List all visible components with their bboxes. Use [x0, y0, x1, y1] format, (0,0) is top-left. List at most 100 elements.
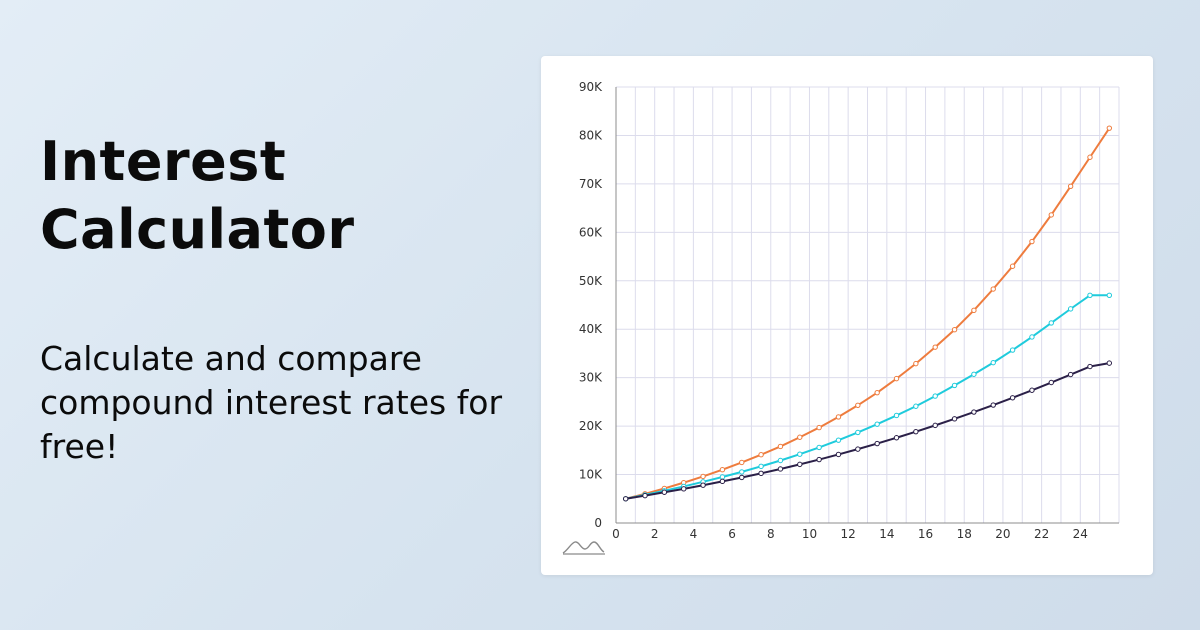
series-3-point: [990, 402, 996, 408]
hero-subtitle: Calculate and compare compound interest …: [40, 339, 503, 466]
series-1-point: [951, 327, 958, 333]
series-1-point: [777, 443, 784, 450]
series-1-point: [758, 451, 764, 458]
series-3-point: [758, 470, 764, 477]
series-2-point: [990, 359, 996, 366]
series-2-point: [758, 463, 764, 470]
series-3-point: [971, 409, 977, 415]
series-3-point: [739, 474, 745, 481]
series-2-point: [739, 469, 745, 475]
series-2-point: [797, 451, 803, 457]
series-1-point: [719, 467, 726, 473]
series-3-point: [797, 461, 803, 468]
series-3-point: [855, 446, 861, 452]
series-1-point: [1087, 154, 1093, 160]
series-3-point: [874, 440, 880, 447]
series-1-point: [971, 307, 977, 314]
series-1-point: [1067, 183, 1074, 190]
series-2-point: [777, 457, 784, 464]
series-3-point: [1106, 360, 1113, 366]
x-tick-label: 8: [767, 527, 775, 541]
x-tick-label: 12: [841, 527, 856, 541]
series-3-point: [835, 451, 842, 458]
y-tick-label: 50K: [579, 274, 603, 288]
y-tick-label: 80K: [579, 128, 603, 142]
series-1-point: [1048, 212, 1054, 218]
series-3-point: [777, 466, 784, 472]
series-2-point: [835, 437, 842, 443]
series-3-point: [661, 489, 668, 495]
series-3-point: [913, 428, 919, 435]
series-2-point: [971, 371, 977, 377]
series-3-point: [1009, 395, 1016, 401]
series-2-point: [1106, 292, 1113, 299]
series-1-point: [874, 389, 880, 396]
series-1-point: [1009, 263, 1016, 269]
x-tick-label: 22: [1034, 527, 1049, 541]
series-1-point: [855, 402, 861, 408]
series-3-point: [932, 422, 938, 429]
series-1-line: [624, 127, 1111, 500]
series-2-point: [1067, 306, 1074, 312]
series-1-point: [797, 434, 803, 440]
series-3-point: [1067, 371, 1074, 378]
x-tick-label: 0: [612, 527, 620, 541]
series-1-point: [816, 424, 822, 431]
y-tick-label: 70K: [579, 177, 603, 191]
series-3-point: [681, 486, 687, 492]
hero-title: Interest Calculator: [40, 130, 355, 261]
series-2-point: [816, 444, 822, 451]
series-3-point: [1029, 387, 1035, 393]
x-tick-label: 14: [879, 527, 894, 541]
series-1-point: [913, 360, 919, 367]
x-tick-label: 18: [957, 527, 972, 541]
series-2-point: [1048, 320, 1054, 326]
y-tick-label: 60K: [579, 225, 603, 239]
series-2-line: [624, 294, 1111, 500]
series-3-point: [622, 496, 629, 502]
series-1-point: [1029, 238, 1035, 245]
y-tick-label: 40K: [579, 322, 603, 336]
series-2-point: [874, 421, 880, 427]
series-1-point: [893, 375, 900, 382]
series-2-point: [719, 474, 726, 480]
x-tick-label: 16: [918, 527, 933, 541]
series-1-point: [1106, 125, 1113, 131]
series-2-point: [1009, 347, 1016, 353]
series-1-point: [700, 473, 706, 480]
y-tick-label: 30K: [579, 371, 603, 385]
x-tick-label: 2: [651, 527, 659, 541]
series-2-point: [951, 382, 958, 389]
x-tick-label: 20: [995, 527, 1010, 541]
series-2-point: [1029, 334, 1035, 340]
mountain-wave-icon: [562, 541, 605, 555]
chart-grid: [616, 86, 1120, 523]
chart-series: [622, 125, 1113, 502]
series-3-point: [1048, 379, 1054, 386]
series-1-point: [739, 459, 745, 466]
x-tick-label: 10: [802, 527, 817, 541]
x-tick-label: 4: [690, 527, 698, 541]
y-tick-label: 10K: [579, 468, 603, 482]
series-2-point: [893, 412, 900, 419]
series-3-line: [624, 362, 1111, 500]
series-3-point: [893, 435, 900, 441]
chart-card: 0 10K 20K 30K 40K 50K 60K 70K 80K 90K 0 2 4 6 8 10 12 14 1…: [541, 56, 1153, 575]
series-3-point: [700, 482, 706, 488]
series-3-point: [816, 456, 822, 463]
x-tick-label: 24: [1073, 527, 1088, 541]
series-3-point: [642, 492, 648, 499]
x-tick-label: 6: [728, 527, 736, 541]
series-3-point: [719, 478, 726, 485]
series-2-point: [913, 403, 919, 409]
series-1-point: [932, 344, 938, 350]
series-3-point: [951, 416, 958, 422]
series-2-point: [855, 429, 861, 436]
series-1-point: [990, 286, 996, 292]
y-tick-label: 20K: [579, 419, 603, 433]
series-1-point: [835, 414, 842, 420]
series-2-point: [1087, 292, 1093, 299]
y-tick-label: 0: [594, 516, 602, 530]
